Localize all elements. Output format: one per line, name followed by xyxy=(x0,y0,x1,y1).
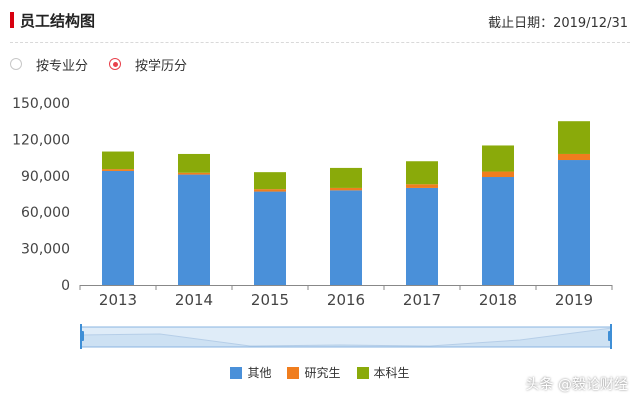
bar-2018-series-2[interactable] xyxy=(482,145,514,172)
legend-item-1[interactable]: 研究生 xyxy=(287,364,341,381)
y-tick-label: 0 xyxy=(61,278,70,294)
legend-swatch xyxy=(356,366,369,379)
legend-label: 研究生 xyxy=(304,366,341,380)
watermark: 头条 @毅论财经 xyxy=(525,377,628,393)
chart-title: 员工结构图 xyxy=(20,12,96,30)
x-tick-label: 2015 xyxy=(251,291,289,309)
y-axis: 0 30,000 60,000 90,000 120,000 150,000 xyxy=(12,96,70,294)
legend-item-0[interactable]: 其他 xyxy=(230,364,271,381)
x-tick-label: 2019 xyxy=(555,291,593,309)
y-tick-label: 60,000 xyxy=(21,205,70,221)
radio-by-major[interactable]: 按专业分 xyxy=(10,54,88,74)
bar-2014-series-1[interactable] xyxy=(178,172,210,175)
legend-swatch xyxy=(287,366,300,379)
zoom-handle-right-icon[interactable] xyxy=(608,324,612,349)
bar-2017-series-0[interactable] xyxy=(406,187,438,285)
bar-2013-series-2[interactable] xyxy=(102,151,134,170)
zoom-handle-left-icon[interactable] xyxy=(80,324,84,349)
bar-2016-series-2[interactable] xyxy=(330,167,362,188)
radio-by-education[interactable]: 按学历分 xyxy=(109,54,187,74)
x-tick-label: 2017 xyxy=(403,291,441,309)
as-of-date: 截止日期：2019/12/31 xyxy=(488,16,628,31)
y-tick-label: 150,000 xyxy=(12,96,70,112)
bar-2017-series-1[interactable] xyxy=(406,184,438,188)
legend-label: 其他 xyxy=(247,366,272,380)
bar-2015-series-2[interactable] xyxy=(254,172,286,190)
bar-series[interactable] xyxy=(102,121,590,285)
bar-2016-series-0[interactable] xyxy=(330,190,362,285)
data-zoom-slider[interactable] xyxy=(80,322,612,350)
bar-2018-series-1[interactable] xyxy=(482,171,514,178)
x-tick-label: 2016 xyxy=(327,291,365,309)
legend-item-2[interactable]: 本科生 xyxy=(356,364,410,381)
bar-2014-series-2[interactable] xyxy=(178,153,210,173)
bar-2019-series-1[interactable] xyxy=(558,153,590,161)
bar-2014-series-0[interactable] xyxy=(178,174,210,285)
radio-label-by-education[interactable]: 按学历分 xyxy=(135,58,188,74)
chart-legend: 其他 研究生 本科生 xyxy=(0,364,640,381)
bar-2017-series-2[interactable] xyxy=(406,161,438,185)
bar-2019-series-2[interactable] xyxy=(558,121,590,154)
bar-2013-series-1[interactable] xyxy=(102,169,134,171)
x-tick-label: 2014 xyxy=(175,291,213,309)
x-tick-label: 2018 xyxy=(479,291,517,309)
bar-2016-series-1[interactable] xyxy=(330,187,362,191)
panel-header: 员工结构图 截止日期：2019/12/31 xyxy=(0,0,640,42)
bar-2015-series-1[interactable] xyxy=(254,189,286,192)
bar-2019-series-0[interactable] xyxy=(558,160,590,285)
radio-checked-icon[interactable] xyxy=(109,58,121,70)
bar-2018-series-0[interactable] xyxy=(482,177,514,285)
y-tick-label: 30,000 xyxy=(21,242,70,258)
y-tick-label: 90,000 xyxy=(21,169,70,185)
radio-label-by-major[interactable]: 按专业分 xyxy=(36,58,89,74)
radio-unchecked-icon[interactable] xyxy=(10,58,22,70)
y-tick-label: 120,000 xyxy=(12,132,70,148)
legend-label: 本科生 xyxy=(373,366,410,380)
legend-swatch xyxy=(230,366,243,379)
bar-2015-series-0[interactable] xyxy=(254,191,286,285)
x-tick-label: 2013 xyxy=(99,291,137,309)
x-axis: 2013 2014 2015 2016 2017 2018 2019 xyxy=(79,285,613,309)
header-divider xyxy=(10,42,630,43)
bar-2013-series-0[interactable] xyxy=(102,170,134,285)
zoom-window[interactable] xyxy=(80,326,612,348)
title-accent-bar xyxy=(10,12,14,28)
